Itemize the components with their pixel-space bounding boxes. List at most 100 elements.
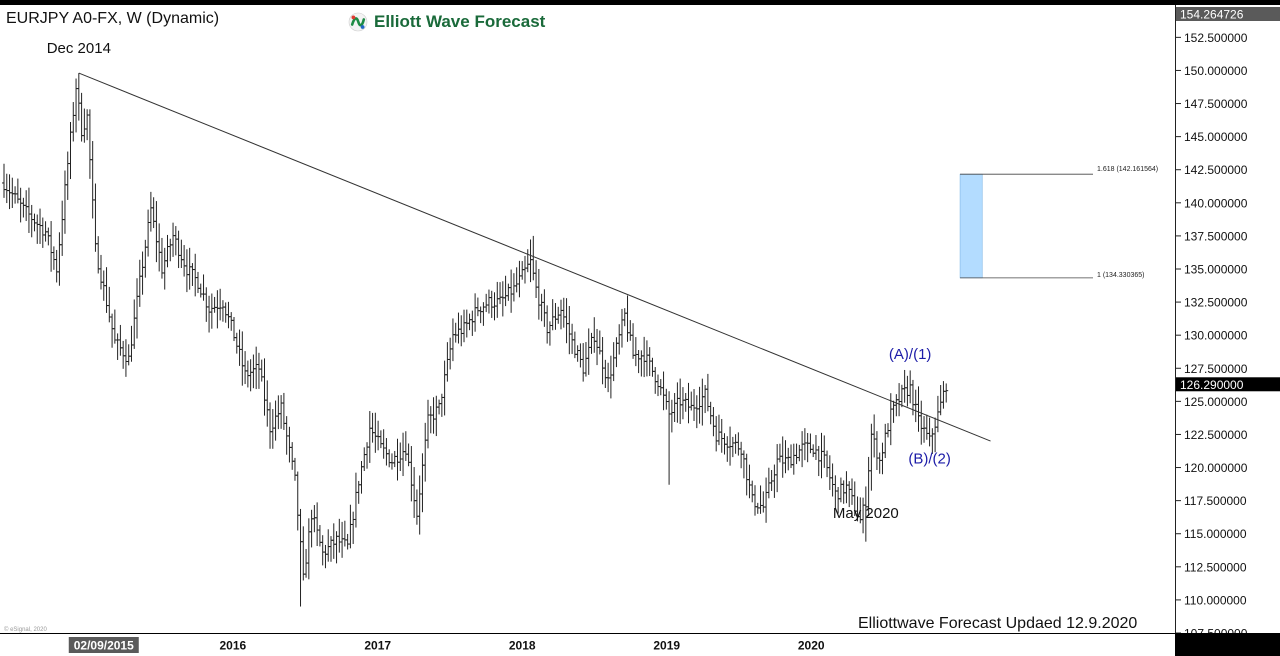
price-bar	[608, 355, 613, 399]
price-bar	[617, 324, 622, 355]
price-bar	[941, 381, 946, 409]
price-bar	[171, 222, 176, 257]
price-bar	[935, 395, 940, 433]
price-bar	[240, 331, 245, 386]
plot-area[interactable]: 1.618 (142.161564) 1 (134.330365) Dec 2014…	[0, 5, 1175, 633]
price-bar	[151, 197, 156, 229]
price-bar	[744, 453, 749, 496]
price-bar	[351, 511, 356, 544]
price-bar	[376, 420, 381, 451]
price-bar	[51, 246, 56, 270]
price-bar	[897, 383, 902, 417]
price-bar	[7, 174, 12, 210]
price-bar	[243, 351, 248, 385]
price-bar	[4, 173, 9, 204]
fib-level-1618-label: 1.618 (142.161564)	[1097, 166, 1158, 173]
price-bar	[248, 359, 253, 392]
price-bar	[259, 359, 264, 382]
price-bar	[204, 287, 209, 322]
price-bar	[877, 452, 882, 474]
price-bars	[2, 73, 949, 607]
price-bar	[741, 450, 746, 479]
price-bar	[26, 187, 31, 233]
current-price-label: 126.290000	[1180, 378, 1244, 392]
price-bar	[664, 388, 669, 410]
price-bar	[847, 481, 852, 508]
price-bar	[780, 436, 785, 478]
current-price-tag	[1176, 377, 1280, 392]
price-bar	[284, 416, 289, 455]
price-bar	[891, 400, 896, 423]
price-bar	[509, 269, 514, 313]
price-bar	[772, 464, 777, 498]
price-bar	[453, 322, 458, 343]
price-bar	[442, 360, 447, 416]
price-bar	[220, 300, 225, 322]
price-bar	[822, 435, 827, 468]
price-bar	[564, 298, 569, 344]
price-bar	[933, 417, 938, 453]
price-bar	[93, 183, 98, 252]
price-bar	[420, 453, 425, 513]
fib-target-box	[959, 173, 983, 279]
price-bar	[317, 525, 322, 547]
esignal-credit: © eSignal, 2020	[4, 627, 47, 633]
price-bar	[827, 455, 832, 490]
price-bar	[733, 434, 738, 454]
price-bar	[705, 373, 710, 412]
price-bar	[218, 288, 223, 321]
price-bar	[841, 480, 846, 504]
price-bar	[456, 312, 461, 344]
price-bar	[644, 340, 649, 377]
price-bar	[168, 238, 173, 262]
price-bar	[553, 303, 558, 330]
price-bar	[716, 414, 721, 446]
price-bar	[622, 308, 627, 327]
price-bar	[82, 108, 87, 143]
price-bar	[90, 141, 95, 219]
price-bar	[337, 518, 342, 553]
price-bar	[173, 226, 178, 256]
price-axis[interactable]: 107.500000 110.000000 112.500000 115.000000…	[1175, 5, 1280, 633]
price-bar	[126, 344, 131, 366]
price-bar	[229, 312, 234, 331]
price-bar	[808, 433, 813, 454]
time-axis[interactable]: 02/09/2015 2016 2017 2018 2019 2020	[0, 634, 1175, 656]
y-tick-label: 122.500000	[1184, 428, 1248, 442]
price-bar	[281, 392, 286, 430]
price-bar	[725, 436, 730, 462]
price-bar	[40, 217, 45, 248]
price-bar	[495, 281, 500, 318]
price-bar	[944, 383, 949, 403]
price-bar	[678, 378, 683, 425]
price-bar	[631, 323, 636, 359]
price-bar	[680, 387, 685, 420]
x-tick-label: 2016	[219, 639, 246, 653]
y-tick-label: 107.500000	[1184, 627, 1248, 634]
price-bar	[825, 450, 830, 478]
price-bar	[190, 263, 195, 286]
price-bar	[182, 245, 187, 277]
price-bar	[559, 299, 564, 330]
price-bar	[764, 477, 769, 523]
price-bar	[813, 435, 818, 460]
price-bar	[279, 395, 284, 429]
price-bar	[791, 443, 796, 475]
date-annotation: Dec 2014	[47, 40, 111, 57]
chart-overlays: 1.618 (142.161564) 1 (134.330365) Dec 2014…	[47, 40, 1158, 522]
price-bar	[642, 336, 647, 378]
price-bar	[414, 489, 419, 525]
price-bar	[758, 485, 763, 514]
price-bar	[359, 461, 364, 494]
price-bar	[76, 73, 81, 121]
price-bar	[215, 290, 220, 329]
price-bar	[844, 471, 849, 504]
price-bar	[661, 371, 666, 411]
price-bar	[927, 417, 932, 447]
fib-level-1-label: 1 (134.330365)	[1097, 272, 1144, 279]
price-bar	[179, 239, 184, 269]
price-bar	[98, 254, 103, 290]
price-bar	[830, 463, 835, 497]
price-bar	[567, 305, 572, 355]
wave-label: (B)/(2)	[908, 451, 951, 468]
